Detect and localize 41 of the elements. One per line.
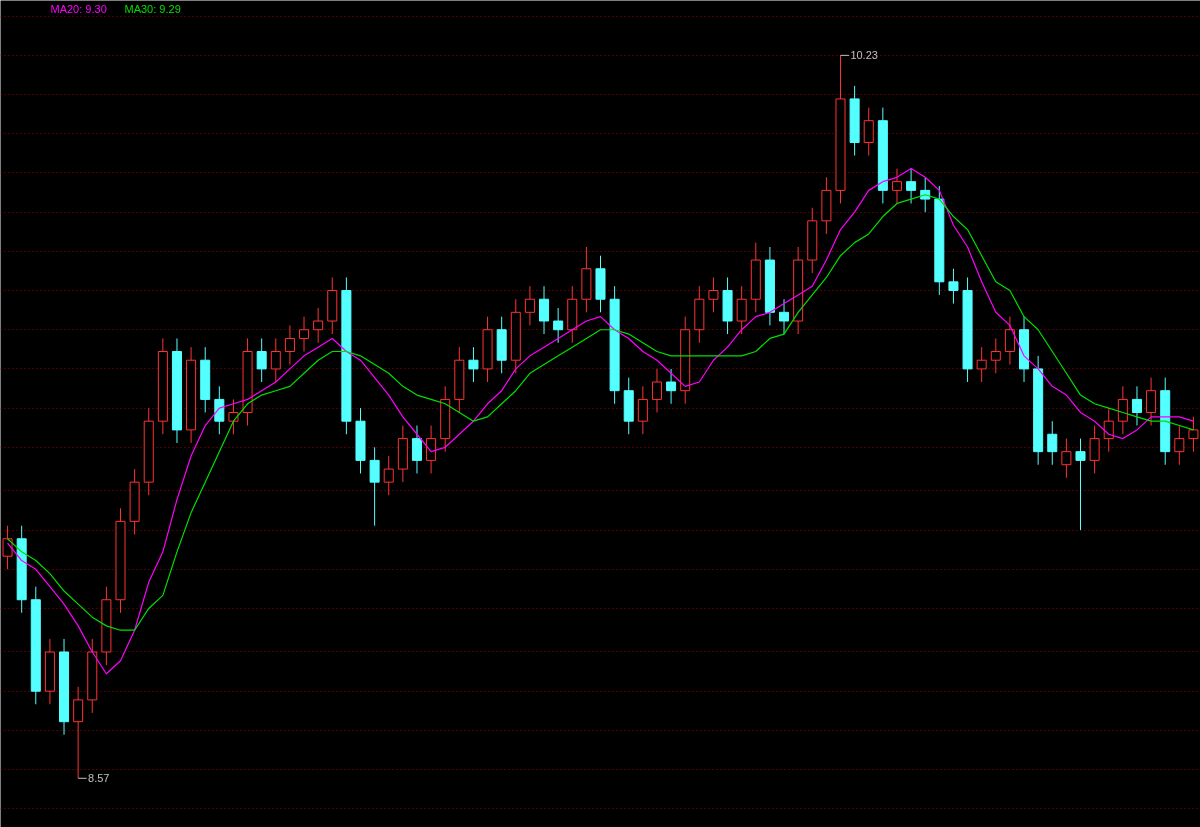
candlestick [976,346,987,383]
candlestick [906,168,917,204]
candlestick [313,307,324,344]
candlestick [1174,425,1185,466]
candlestick [651,368,662,413]
candlestick [736,285,747,335]
candlestick [863,107,874,157]
annotation: 8.57 [88,772,110,785]
candlestick [73,686,84,779]
candlestick [708,276,719,313]
candlestick [539,285,550,335]
text: MA30: 9.29 [124,2,181,15]
candlestick [383,455,394,496]
candlestick [666,368,677,405]
candlestick [948,268,959,305]
candlestick [214,385,225,435]
candlestick [1146,377,1157,427]
candlestick [270,337,281,383]
candlestick [426,425,437,474]
candlestick [1061,438,1072,479]
candlestick [1131,385,1142,427]
candlestick [369,446,380,527]
candlestick [891,168,902,204]
candlestick [468,346,479,383]
candlestick [524,285,535,326]
candlestick [553,307,564,344]
annotation: 10.23 [850,49,878,62]
candlestick [1004,316,1015,366]
candlestick [990,337,1001,374]
candlestick [284,324,295,366]
candlestick [1089,425,1100,474]
candlestick [228,398,239,435]
candlestick [1047,420,1058,466]
candlestick [637,385,648,435]
text: MA20: 9.30 [50,2,107,15]
candlestick [1117,385,1128,435]
candlestick [299,316,310,353]
candlestick [1075,438,1086,531]
candlestick [256,337,267,383]
candlestick [411,425,422,474]
candlestick [779,298,790,335]
